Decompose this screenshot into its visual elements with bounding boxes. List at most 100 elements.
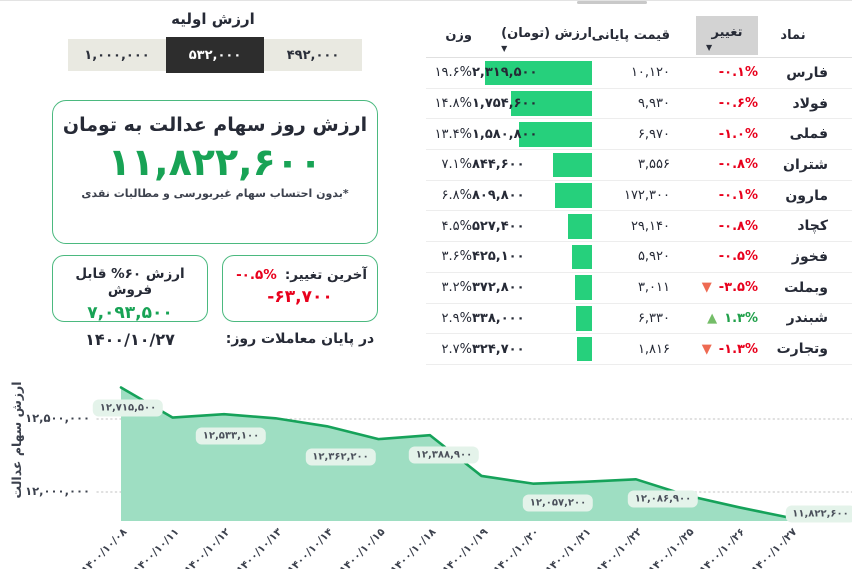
- top-scrollbar-thumb[interactable]: [577, 1, 647, 4]
- weight-cell: ۱۹.۶%: [434, 65, 472, 81]
- value-bar: [553, 152, 592, 178]
- table-row: شبندر ۱.۳% ▲ ۶,۳۳۰ ۳۳۸,۰۰۰ ۲.۹%: [426, 304, 852, 335]
- header-symbol[interactable]: نماد: [780, 28, 806, 43]
- last-change-amount: -۶۳,۷۰۰: [267, 287, 333, 307]
- x-axis-date-label: ۱۴۰۰/۱۰/۲۲: [594, 526, 645, 569]
- x-axis-date-label: ۱۴۰۰/۱۰/۱۱: [130, 526, 181, 569]
- symbol-cell: مارون: [785, 187, 828, 204]
- top-scrollbar-track: [0, 0, 852, 1]
- change-cell: -۰.۱%: [670, 65, 758, 80]
- change-value: -۰.۶%: [718, 96, 758, 112]
- close-price-cell: ۲۹,۱۴۰: [630, 218, 670, 234]
- x-axis-date-label: ۱۴۰۰/۱۰/۱۵: [336, 526, 387, 569]
- symbol-cell: فولاد: [792, 95, 828, 112]
- header-change[interactable]: تغییر ▼: [670, 16, 758, 55]
- y-axis-tick-label: ۱۲,۵۰۰,۰۰۰: [25, 411, 90, 425]
- table-row: وتجارت -۱.۳% ▼ ۱,۸۱۶ ۳۲۴,۷۰۰ ۲.۷%: [426, 334, 852, 365]
- change-value: -۰.۸%: [718, 218, 758, 234]
- y-axis-title: ارزش سهام عدالت: [9, 381, 24, 499]
- value-cell: ۳۳۸,۰۰۰: [472, 304, 592, 334]
- value-text: ۵۲۷,۴۰۰: [472, 218, 525, 234]
- sort-arrow-icon: ▼: [501, 44, 508, 53]
- close-price-cell: ۱,۸۱۶: [637, 341, 670, 357]
- data-point-label: ۱۲,۰۵۷,۲۰۰: [522, 494, 594, 512]
- table-row: فخوز -۰.۵% ۵,۹۲۰ ۴۲۵,۱۰۰ ۳.۶%: [426, 242, 852, 273]
- table-row: شتران -۰.۸% ۳,۵۵۶ ۸۴۴,۶۰۰ ۷.۱%: [426, 150, 852, 181]
- close-price-cell: ۱۰,۱۲۰: [630, 65, 670, 81]
- today-value-card: ارزش روز سهام عدالت به تومان ۱۱,۸۲۲,۶۰۰ …: [52, 100, 378, 244]
- table-row: کچاد -۰.۸% ۲۹,۱۴۰ ۵۲۷,۴۰۰ ۴.۵%: [426, 211, 852, 243]
- data-point-label: ۱۲,۳۶۲,۲۰۰: [305, 448, 376, 466]
- change-value: -۳.۵%: [718, 280, 758, 296]
- value-bar: [519, 121, 592, 147]
- data-point-label: ۱۲,۳۸۸,۹۰۰: [408, 446, 480, 464]
- change-cell: -۰.۵%: [670, 249, 758, 264]
- triangle-down-icon: ▼: [701, 341, 712, 357]
- symbol-cell: شتران: [783, 156, 828, 173]
- change-cell: ۱.۳% ▲: [670, 311, 758, 326]
- report-date: ۱۴۰۰/۱۰/۲۷: [85, 330, 175, 349]
- value-bar: [555, 183, 592, 208]
- table-header-row: نماد تغییر ▼ قیمت پایانی ارزش (تومان) ▼ …: [426, 8, 852, 58]
- data-point-label: ۱۲,۵۳۳,۱۰۰: [195, 427, 267, 445]
- value-bar: [577, 336, 592, 362]
- triangle-down-icon: ▼: [701, 280, 712, 296]
- symbol-cell: وتجارت: [776, 341, 828, 358]
- change-cell: -۰.۸%: [670, 157, 758, 172]
- value-bar: [575, 275, 592, 300]
- change-value: -۰.۱%: [718, 65, 758, 81]
- sort-arrow-icon: ▼: [706, 43, 713, 52]
- trend-line: [119, 386, 792, 520]
- sellable-value-title: ارزش ۶۰% قابل فروش: [75, 266, 185, 298]
- x-axis-date-label: ۱۴۰۰/۱۰/۱۸: [388, 526, 439, 569]
- value-bar: [572, 244, 592, 270]
- segment-option-532000[interactable]: ۵۳۲,۰۰۰: [166, 37, 264, 73]
- x-axis-date-label: ۱۴۰۰/۱۰/۱۹: [439, 526, 490, 569]
- data-point-label: ۱۱,۸۲۲,۶۰۰: [785, 505, 852, 523]
- weight-cell: ۴.۵%: [441, 218, 472, 234]
- header-value-sort-wrap[interactable]: ارزش (تومان) ▼: [501, 26, 592, 53]
- change-cell: -۰.۸%: [670, 219, 758, 234]
- segment-option-492000[interactable]: ۴۹۲,۰۰۰: [264, 39, 362, 71]
- close-price-cell: ۵,۹۲۰: [637, 249, 670, 265]
- segment-option-1000000[interactable]: ۱,۰۰۰,۰۰۰: [68, 39, 166, 71]
- today-value-footnote: *بدون احتساب سهام غیربورسی و مطالبات نقد…: [81, 187, 349, 200]
- last-change-percent: -۰.۵%: [236, 267, 277, 283]
- header-weight[interactable]: وزن: [445, 28, 472, 43]
- last-change-label: آخرین تغییر:: [284, 267, 367, 283]
- weight-cell: ۳.۲%: [441, 280, 472, 296]
- portfolio-table: نماد تغییر ▼ قیمت پایانی ارزش (تومان) ▼ …: [426, 8, 852, 365]
- symbol-cell: وبملت: [784, 279, 828, 296]
- today-value-amount: ۱۱,۸۲۲,۶۰۰: [107, 140, 323, 184]
- header-value[interactable]: ارزش (تومان) ▼: [472, 26, 592, 55]
- header-change-label: تغییر: [711, 25, 743, 40]
- change-value: -۰.۸%: [718, 157, 758, 173]
- last-change-row: آخرین تغییر: -۰.۵%: [223, 267, 367, 283]
- table-row: فملی -۱.۰% ۶,۹۷۰ ۱,۵۸۰,۸۰۰ ۱۳.۴%: [426, 119, 852, 151]
- close-price-cell: ۶,۳۳۰: [637, 310, 670, 326]
- header-change-sort-box[interactable]: تغییر ▼: [696, 16, 758, 55]
- value-text: ۸۰۹,۸۰۰: [472, 188, 525, 204]
- table-body: فارس -۰.۱% ۱۰,۱۲۰ ۲,۳۱۹,۵۰۰ ۱۹.۶% فولاد -۰.۶% ۹…: [426, 58, 852, 365]
- symbol-cell: فملی: [789, 126, 828, 143]
- value-bar: [511, 91, 592, 116]
- value-bar: [568, 213, 592, 239]
- value-cell: ۸۴۴,۶۰۰: [472, 150, 592, 180]
- weight-cell: ۶.۸%: [441, 188, 472, 204]
- value-text: ۲,۳۱۹,۵۰۰: [472, 65, 538, 81]
- close-price-cell: ۹,۹۳۰: [637, 96, 670, 112]
- table-row: فارس -۰.۱% ۱۰,۱۲۰ ۲,۳۱۹,۵۰۰ ۱۹.۶%: [426, 58, 852, 89]
- header-value-label: ارزش (تومان): [501, 26, 592, 41]
- last-change-card: آخرین تغییر: -۰.۵% -۶۳,۷۰۰: [222, 255, 378, 322]
- change-cell: -۱.۳% ▼: [670, 342, 758, 357]
- value-text: ۸۴۴,۶۰۰: [472, 157, 525, 173]
- close-price-cell: ۳,۰۱۱: [637, 280, 670, 296]
- x-axis-date-label: ۱۴۰۰/۱۰/۲۷: [748, 526, 799, 569]
- table-row: مارون -۰.۱% ۱۷۲,۳۰۰ ۸۰۹,۸۰۰ ۶.۸%: [426, 181, 852, 212]
- symbol-cell: فارس: [786, 64, 828, 81]
- end-of-day-label: در پایان معاملات روز:: [225, 331, 375, 347]
- header-close-price[interactable]: قیمت پایانی: [591, 28, 670, 43]
- value-text: ۳۳۸,۰۰۰: [472, 310, 525, 326]
- x-axis-date-label: ۱۴۰۰/۱۰/۱۴: [285, 526, 336, 569]
- value-cell: ۳۲۴,۷۰۰: [472, 334, 592, 364]
